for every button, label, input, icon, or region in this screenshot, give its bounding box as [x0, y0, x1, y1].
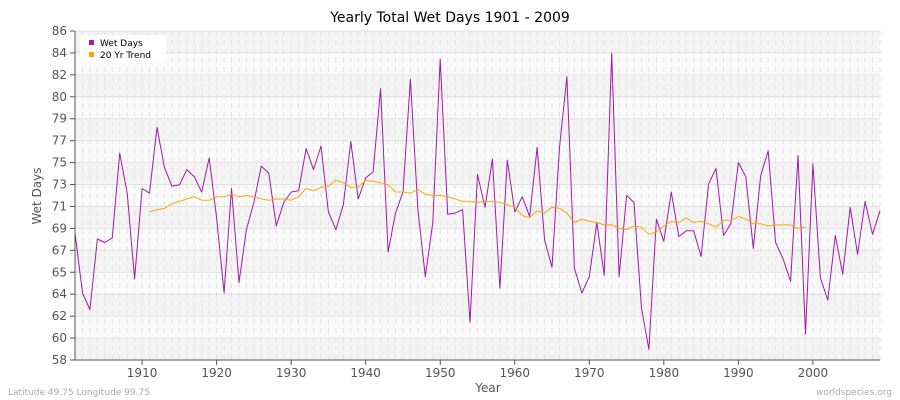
y-tick-label: 86 [52, 24, 67, 38]
y-tick-label: 64 [52, 287, 67, 301]
chart-title: Yearly Total Wet Days 1901 - 2009 [329, 10, 570, 26]
x-tick-label: 1940 [350, 366, 381, 380]
y-tick-label: 79 [52, 112, 67, 126]
x-tick-label: 1980 [649, 366, 680, 380]
x-axis-label: Year [474, 381, 500, 395]
y-tick-label: 80 [52, 90, 67, 104]
x-tick-label: 2000 [798, 366, 829, 380]
legend-label-wet-days: Wet Days [100, 39, 143, 49]
source-label: worldspecies.org [816, 388, 892, 398]
x-tick-label: 1920 [201, 366, 232, 380]
y-tick-label: 82 [52, 68, 67, 82]
y-tick-label: 75 [52, 156, 67, 170]
legend-swatch-wet-days [89, 40, 94, 45]
x-tick-label: 1960 [499, 366, 530, 380]
y-tick-label: 77 [52, 134, 67, 148]
legend-box [80, 35, 166, 63]
x-axis-ticks: 1910 1920 1930 1940 1950 1960 1970 1980 1990 2000 [127, 360, 828, 380]
y-tick-label: 69 [52, 221, 67, 235]
legend-swatch-trend [89, 52, 94, 57]
y-tick-label: 62 [52, 309, 67, 323]
grid-band [75, 206, 880, 229]
legend-label-trend: 20 Yr Trend [100, 51, 151, 61]
y-axis-label: Wet Days [30, 167, 44, 224]
y-tick-label: 58 [52, 353, 67, 367]
location-label: Latitude 49.75 Longitude 99.75 [8, 388, 150, 398]
y-tick-label: 71 [52, 199, 67, 213]
y-tick-label: 60 [52, 331, 67, 345]
series-lines [74, 52, 881, 350]
x-tick-label: 1930 [276, 366, 307, 380]
y-tick-label: 65 [52, 265, 67, 279]
y-tick-label: 73 [52, 178, 67, 192]
x-tick-label: 1950 [425, 366, 456, 380]
x-tick-label: 1990 [723, 366, 754, 380]
legend: Wet Days 20 Yr Trend [80, 35, 166, 63]
y-axis-ticks: 58 60 62 64 65 67 69 71 73 75 77 79 80 82 84 86 [52, 24, 75, 367]
x-tick-label: 1970 [574, 366, 605, 380]
vertical-gridlines [81, 31, 881, 360]
y-tick-label: 67 [52, 243, 67, 257]
x-tick-label: 1910 [127, 366, 158, 380]
y-tick-label: 84 [52, 46, 67, 60]
